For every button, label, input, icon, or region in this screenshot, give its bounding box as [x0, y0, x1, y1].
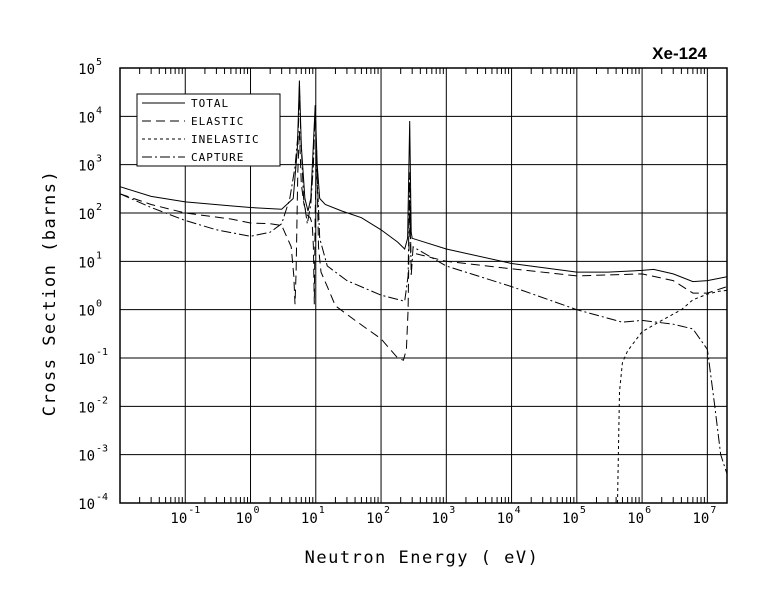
chart-title: Xe-124: [652, 44, 707, 63]
x-tick-label-exponent: 6: [645, 505, 651, 516]
y-tick-label-exponent: 5: [96, 57, 102, 68]
x-tick-label-exponent: 2: [384, 505, 390, 516]
x-tick-label-base: 10: [562, 511, 579, 527]
y-tick-label-base: 10: [78, 255, 95, 271]
x-tick-label-base: 10: [497, 511, 514, 527]
legend-label-capture: CAPTURE: [191, 151, 244, 164]
y-tick-label-exponent: 4: [96, 105, 102, 116]
x-tick-label-exponent: 0: [254, 505, 260, 516]
series-elastic-line: [119, 130, 728, 361]
plot-frame: [119, 67, 728, 504]
y-tick-label-base: 10: [78, 352, 95, 368]
y-tick-label-exponent: -2: [96, 395, 108, 406]
x-tick-label-base: 10: [236, 511, 253, 527]
y-tick-label-exponent: 0: [96, 299, 102, 310]
legend: TOTAL ELASTIC INELASTIC CAPTURE: [136, 93, 281, 167]
x-tick-label-exponent: 5: [580, 505, 586, 516]
y-tick-label-exponent: 3: [96, 154, 102, 165]
y-tick-label-exponent: -4: [96, 492, 108, 503]
y-tick-label-base: 10: [78, 110, 95, 126]
legend-label-total: TOTAL: [191, 97, 229, 110]
x-axis-label: Neutron Energy ( eV): [305, 548, 540, 568]
x-tick-label-base: 10: [431, 511, 448, 527]
series-lines: [119, 80, 728, 504]
x-tick-label-base: 10: [627, 511, 644, 527]
y-tick-label-exponent: -1: [96, 347, 108, 358]
y-tick-label-base: 10: [78, 304, 95, 320]
y-tick-label-exponent: 1: [96, 250, 102, 261]
series-inelastic-line: [617, 289, 728, 504]
series-total-line: [119, 80, 728, 283]
legend-box: [136, 93, 281, 167]
x-tick-label-base: 10: [366, 511, 383, 527]
x-tick-label-base: 10: [170, 511, 187, 527]
y-tick-label-exponent: -3: [96, 444, 108, 455]
x-tick-label-base: 10: [692, 511, 709, 527]
x-tick-label-exponent: -1: [188, 505, 200, 516]
x-tick-label-base: 10: [301, 511, 318, 527]
x-tick-label-exponent: 3: [449, 505, 455, 516]
x-tick-label-exponent: 7: [710, 505, 716, 516]
y-tick-label-base: 10: [78, 449, 95, 465]
y-tick-label-base: 10: [78, 400, 95, 416]
y-tick-label-base: 10: [78, 497, 95, 513]
x-tick-label-exponent: 4: [515, 505, 521, 516]
legend-label-elastic: ELASTIC: [191, 115, 244, 128]
series-capture-line: [119, 87, 728, 475]
y-tick-label-base: 10: [78, 159, 95, 175]
x-tick-label-exponent: 1: [319, 505, 325, 516]
y-tick-label-base: 10: [78, 62, 95, 78]
legend-label-inelastic: INELASTIC: [191, 133, 260, 146]
y-tick-label-exponent: 2: [96, 202, 102, 213]
y-axis-label: Cross Section (barns): [40, 170, 60, 416]
y-tick-label-base: 10: [78, 207, 95, 223]
